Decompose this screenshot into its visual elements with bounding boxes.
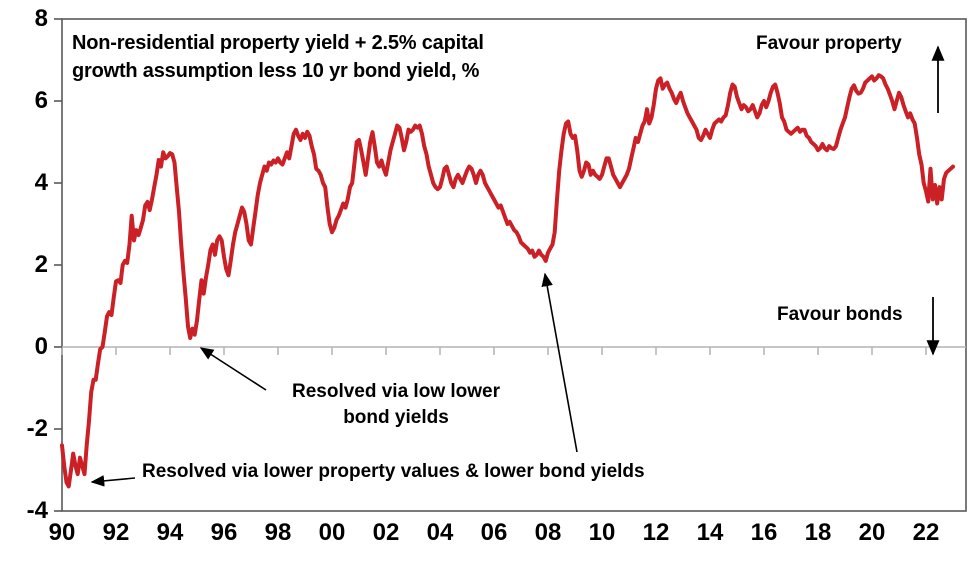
- x-axis-label: 94: [156, 519, 184, 546]
- x-axis-label: 18: [804, 519, 832, 546]
- x-axis-label: 08: [534, 519, 562, 546]
- annotation-favour-property: Favour property: [756, 33, 902, 54]
- y-axis-label: 8: [34, 5, 48, 32]
- x-axis-label: 14: [696, 519, 724, 546]
- annotation-favour-bonds: Favour bonds: [777, 304, 903, 325]
- chart-title: Non-residential property yield + 2.5% ca…: [72, 29, 484, 85]
- x-axis-label: 96: [210, 519, 238, 546]
- arrow-to-1990-trough: [90, 475, 136, 487]
- annotation-resolved-via-bond-yields: Resolved via low lower bond yields: [276, 379, 516, 431]
- chart-title-line1: Non-residential property yield + 2.5% ca…: [72, 32, 484, 54]
- x-axis-label: 20: [858, 519, 886, 546]
- plot-frame: [61, 18, 967, 512]
- x-axis-label: 02: [372, 519, 400, 546]
- x-axis-label: 04: [426, 519, 454, 546]
- y-axis-label: 0: [34, 333, 48, 360]
- x-axis-label: 06: [480, 519, 508, 546]
- annotation-resolved-via-bond-yields-line2: bond yields: [343, 407, 449, 428]
- x-axis-label: 16: [750, 519, 778, 546]
- x-axis-label: 90: [48, 519, 76, 546]
- x-axis-ticks: [61, 347, 927, 355]
- annotation-resolved-via-property-values: Resolved via lower property values & low…: [142, 461, 645, 482]
- x-axis-label: 98: [264, 519, 292, 546]
- arrow-to-2008-dip: [541, 272, 578, 453]
- arrow-to-1995-dip: [199, 347, 267, 391]
- y-axis-label: 4: [34, 169, 48, 196]
- x-axis-label: 10: [588, 519, 616, 546]
- series-line-yield-gap: [60, 73, 955, 489]
- x-axis-label: 22: [912, 519, 940, 546]
- y-axis-label: 6: [34, 87, 48, 114]
- x-axis-label: 00: [318, 519, 346, 546]
- y-axis-label: -4: [26, 497, 48, 524]
- chart-title-line2: growth assumption less 10 yr bond yield,…: [72, 60, 480, 82]
- y-axis-label: 2: [34, 251, 48, 278]
- x-axis-label: 92: [102, 519, 130, 546]
- y-axis-ticks: [54, 18, 62, 512]
- y-axis-label: -2: [26, 415, 48, 442]
- x-axis-label: 12: [642, 519, 670, 546]
- annotation-resolved-via-bond-yields-line1: Resolved via low lower: [291, 381, 501, 402]
